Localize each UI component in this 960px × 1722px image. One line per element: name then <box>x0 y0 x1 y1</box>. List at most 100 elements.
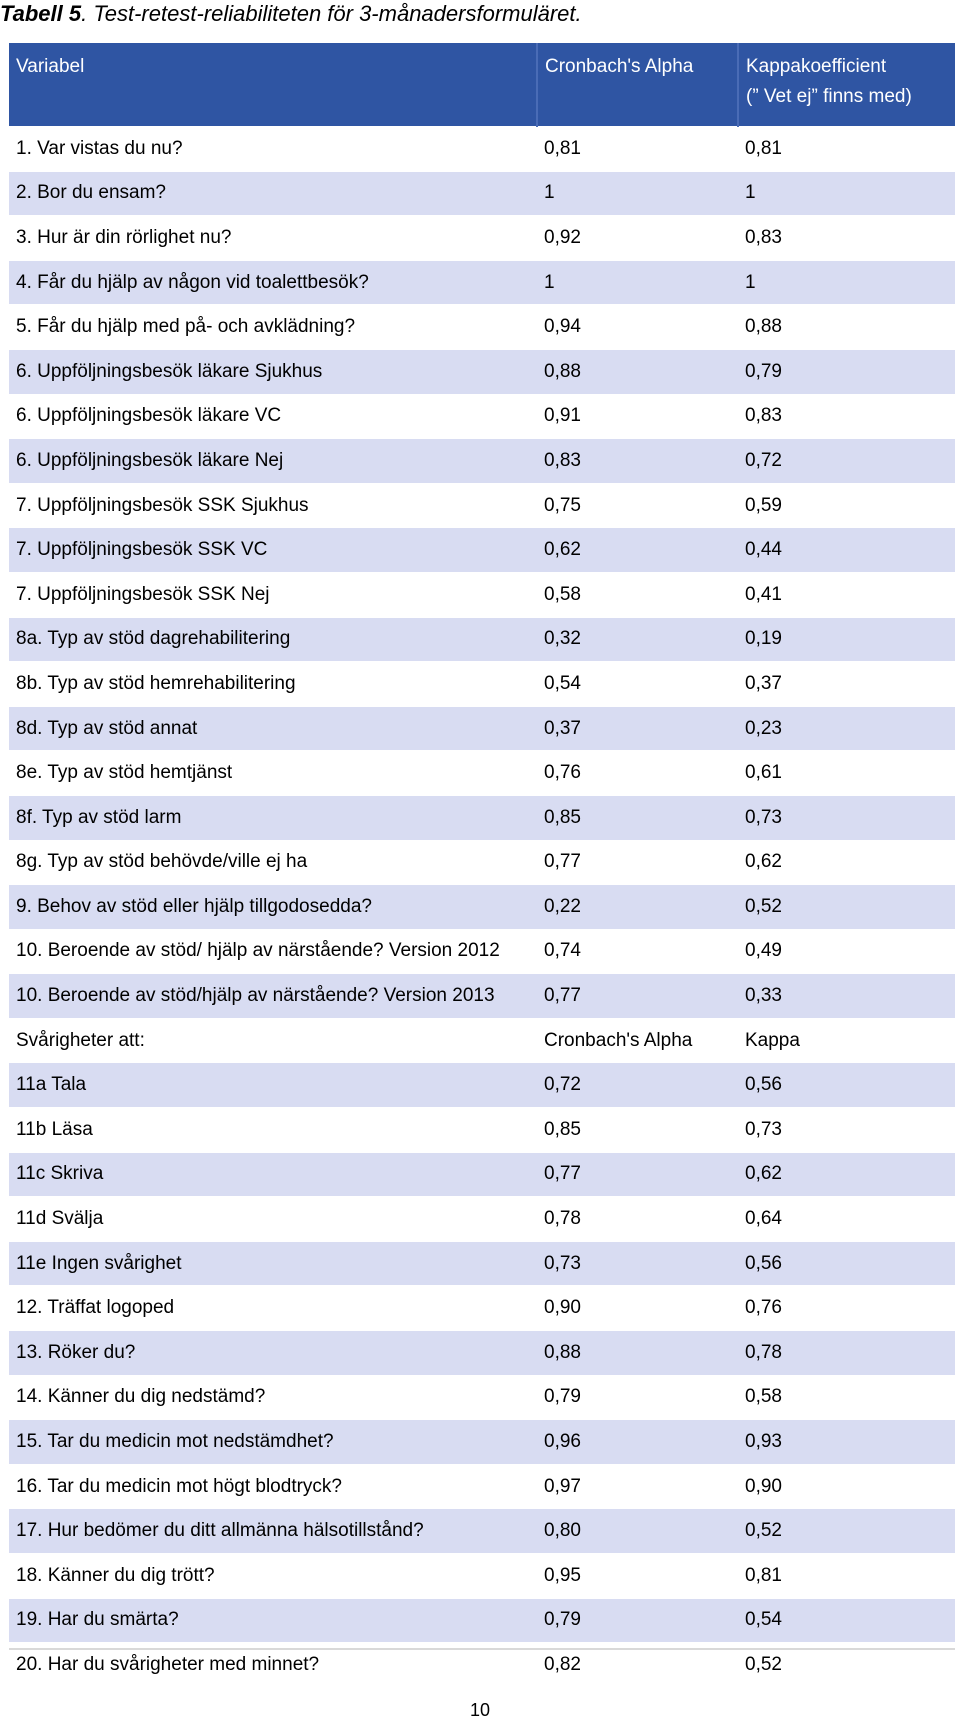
table-row: 2. Bor du ensam? 1 1 <box>9 170 955 216</box>
table-row: 6. Uppföljningsbesök läkare Nej 0,83 0,72 <box>9 438 955 484</box>
cell-kappa: 0,52 <box>738 884 955 930</box>
cell-cronbach-alpha: 1 <box>537 259 738 305</box>
table-row: 8b. Typ av stöd hemrehabilitering 0,54 0,3… <box>9 661 955 707</box>
table-row: 8f. Typ av stöd larm 0,85 0,73 <box>9 794 955 840</box>
table-bottom-rule <box>9 1648 955 1650</box>
cell-kappa: 0,83 <box>738 215 955 261</box>
cell-variable: 11a Tala <box>9 1062 537 1108</box>
table-row: 9. Behov av stöd eller hjälp tillgodosed… <box>9 884 955 930</box>
cell-variable: 10. Beroende av stöd/ hjälp av närståend… <box>9 928 537 974</box>
table-row: 14. Känner du dig nedstämd? 0,79 0,58 <box>9 1374 955 1420</box>
cell-kappa: 0,19 <box>738 616 955 662</box>
table-row: 7. Uppföljningsbesök SSK VC 0,62 0,44 <box>9 527 955 573</box>
cell-kappa: 0,62 <box>738 839 955 885</box>
table-row: Svårigheter att: Cronbach's Alpha Kappa <box>9 1017 955 1063</box>
table-row: 4. Får du hjälp av någon vid toalettbesö… <box>9 259 955 305</box>
cell-variable: 12. Träffat logoped <box>9 1285 537 1331</box>
table-row: 17. Hur bedömer du ditt allmänna hälsoti… <box>9 1508 955 1554</box>
cell-cronbach-alpha: 0,94 <box>537 304 738 350</box>
cell-cronbach-alpha: 0,74 <box>537 928 738 974</box>
table-row: 1. Var vistas du nu? 0,81 0,81 <box>9 126 955 172</box>
cell-kappa: 0,52 <box>738 1508 955 1554</box>
table-row: 8a. Typ av stöd dagrehabilitering 0,32 0,1… <box>9 616 955 662</box>
cell-cronbach-alpha: 0,79 <box>537 1597 738 1643</box>
cell-cronbach-alpha: 0,58 <box>537 571 738 618</box>
cell-variable: 1. Var vistas du nu? <box>9 126 537 172</box>
cell-cronbach-alpha: 0,73 <box>537 1240 738 1286</box>
header-cronbach-alpha: Cronbach's Alpha <box>536 43 738 127</box>
cell-cronbach-alpha: 0,92 <box>537 215 738 261</box>
cell-kappa: 0,88 <box>738 304 955 350</box>
cell-variable: 15. Tar du medicin mot nedstämdhet? <box>9 1419 537 1465</box>
table-row: 12. Träffat logoped 0,90 0,76 <box>9 1285 955 1331</box>
cell-cronbach-alpha: 0,96 <box>537 1419 738 1465</box>
cell-variable: 3. Hur är din rörlighet nu? <box>9 215 537 261</box>
cell-cronbach-alpha: 0,97 <box>537 1463 738 1509</box>
cell-kappa: 0,56 <box>738 1062 955 1108</box>
cell-cronbach-alpha: 0,72 <box>537 1062 738 1108</box>
cell-variable: 8g. Typ av stöd behövde/ville ej ha <box>9 839 537 885</box>
table-row: 6. Uppföljningsbesök läkare VC 0,91 0,83 <box>9 393 955 439</box>
cell-kappa: 0,79 <box>738 348 955 395</box>
table-row: 8d. Typ av stöd annat 0,37 0,23 <box>9 705 955 751</box>
table-row: 18. Känner du dig trött? 0,95 0,81 <box>9 1553 955 1599</box>
cell-cronbach-alpha: 0,75 <box>537 482 738 528</box>
cell-kappa: 0,76 <box>738 1285 955 1331</box>
cell-kappa: 0,62 <box>738 1151 955 1197</box>
cell-variable: 7. Uppföljningsbesök SSK Sjukhus <box>9 482 537 528</box>
cell-variable: 19. Har du smärta? <box>9 1597 537 1643</box>
cell-cronbach-alpha: 0,76 <box>537 750 738 796</box>
caption-text: . Test-retest-reliabiliteten för 3-månad… <box>81 1 582 26</box>
cell-cronbach-alpha: 0,85 <box>537 794 738 840</box>
cell-cronbach-alpha: 0,83 <box>537 438 738 484</box>
cell-variable: 11e Ingen svårighet <box>9 1240 537 1286</box>
cell-variable: 13. Röker du? <box>9 1330 537 1376</box>
table-row: 10. Beroende av stöd/ hjälp av närståend… <box>9 928 955 974</box>
cell-variable: 6. Uppföljningsbesök läkare Sjukhus <box>9 348 537 395</box>
table-row: 7. Uppföljningsbesök SSK Nej 0,58 0,41 <box>9 571 955 618</box>
cell-kappa: 0,59 <box>738 482 955 528</box>
caption-label: Tabell 5 <box>0 1 82 26</box>
cell-cronbach-alpha: 0,78 <box>537 1196 738 1242</box>
cell-variable: 7. Uppföljningsbesök SSK Nej <box>9 571 537 618</box>
cell-variable: 8b. Typ av stöd hemrehabilitering <box>9 661 537 707</box>
cell-kappa: 0,54 <box>738 1597 955 1643</box>
cell-cronbach-alpha: 0,88 <box>537 348 738 395</box>
cell-variable: 9. Behov av stöd eller hjälp tillgodosed… <box>9 884 537 930</box>
cell-cronbach-alpha: 0,91 <box>537 393 738 439</box>
cell-kappa: 0,72 <box>738 438 955 484</box>
table-row: 6. Uppföljningsbesök läkare Sjukhus 0,88 0… <box>9 348 955 395</box>
table-row: 15. Tar du medicin mot nedstämdhet? 0,96 0… <box>9 1419 955 1465</box>
cell-cronbach-alpha: 0,62 <box>537 527 738 573</box>
cell-kappa: 0,93 <box>738 1419 955 1465</box>
cell-variable: 8d. Typ av stöd annat <box>9 705 537 751</box>
cell-cronbach-alpha: 0,22 <box>537 884 738 930</box>
cell-cronbach-alpha: 0,77 <box>537 1151 738 1197</box>
cell-kappa: 0,37 <box>738 661 955 707</box>
cell-kappa: 0,49 <box>738 928 955 974</box>
cell-variable: 10. Beroende av stöd/hjälp av närstående… <box>9 973 537 1019</box>
cell-variable: 2. Bor du ensam? <box>9 170 537 216</box>
cell-cronbach-alpha: 0,54 <box>537 661 738 707</box>
cell-kappa: 0,41 <box>738 571 955 618</box>
header-variable: Variabel <box>9 43 537 127</box>
cell-kappa: 0,78 <box>738 1330 955 1376</box>
cell-cronbach-alpha: 0,77 <box>537 839 738 885</box>
cell-variable: Svårigheter att: <box>9 1017 537 1063</box>
cell-cronbach-alpha: 0,90 <box>537 1285 738 1331</box>
table-row: 11e Ingen svårighet 0,73 0,56 <box>9 1240 955 1286</box>
table-row: 7. Uppföljningsbesök SSK Sjukhus 0,75 0,59 <box>9 482 955 528</box>
cell-variable: 11d Svälja <box>9 1196 537 1242</box>
cell-kappa: 0,73 <box>738 794 955 840</box>
cell-cronbach-alpha: 0,32 <box>537 616 738 662</box>
cell-variable: 16. Tar du medicin mot högt blodtryck? <box>9 1463 537 1509</box>
cell-variable: 17. Hur bedömer du ditt allmänna hälsoti… <box>9 1508 537 1554</box>
cell-cronbach-alpha: 0,77 <box>537 973 738 1019</box>
cell-variable: 7. Uppföljningsbesök SSK VC <box>9 527 537 573</box>
table-row: 11a Tala 0,72 0,56 <box>9 1062 955 1108</box>
cell-kappa: 0,33 <box>738 973 955 1019</box>
table-row: 3. Hur är din rörlighet nu? 0,92 0,83 <box>9 215 955 261</box>
cell-cronbach-alpha: 0,37 <box>537 705 738 751</box>
table-row: 16. Tar du medicin mot högt blodtryck? 0,… <box>9 1463 955 1509</box>
table-header: Variabel Cronbach's Alpha Kappakoefficie… <box>9 43 955 127</box>
